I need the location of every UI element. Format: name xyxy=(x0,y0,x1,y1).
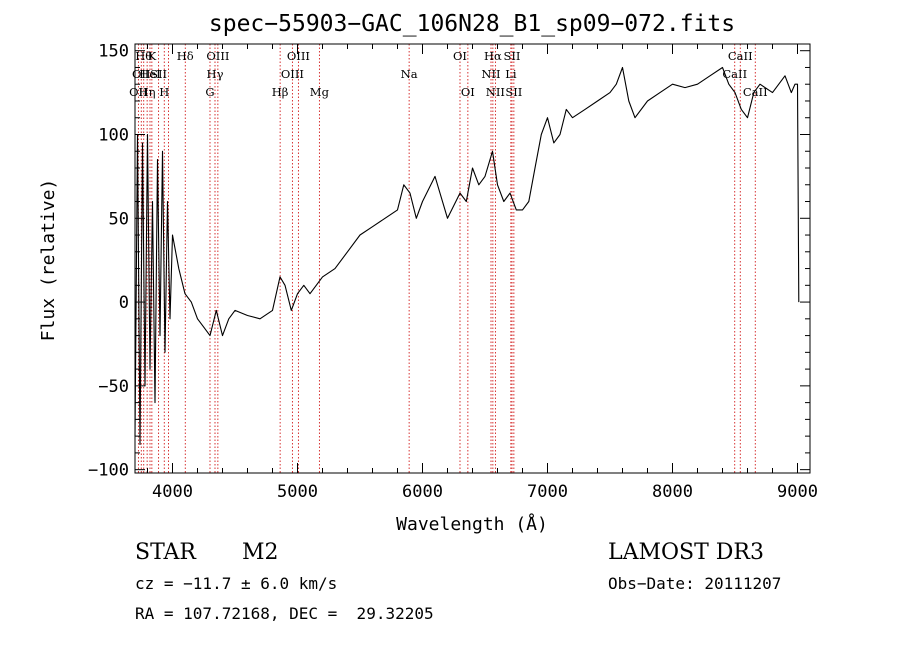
line-marker-label: Hη xyxy=(139,85,156,99)
line-marker-label: Hγ xyxy=(207,67,224,81)
line-marker-label: G xyxy=(205,85,214,99)
observation-date: Obs−Date: 20111207 xyxy=(608,574,782,593)
line-marker-label: SII xyxy=(505,85,522,99)
line-marker-label: NII xyxy=(486,85,505,99)
coordinates-readout: RA = 107.72168, DEC = 29.32205 xyxy=(135,604,434,623)
line-marker-labels: OII OII Hθ Hη HeI K SII H Hδ G Hγ OIII Hβ OIII OIII Mg N… xyxy=(129,49,768,99)
plot-frame xyxy=(134,43,811,474)
y-tick-label: −100 xyxy=(88,461,129,481)
y-tick-label: 100 xyxy=(98,125,129,145)
line-marker-label: OI xyxy=(461,85,475,99)
line-marker-label: OII xyxy=(132,67,151,81)
x-tick-label: 7000 xyxy=(527,482,568,502)
y-tick-label: 50 xyxy=(109,209,129,229)
line-marker-label: Na xyxy=(401,67,418,81)
y-tick-label: 150 xyxy=(98,42,129,62)
line-marker-label: Mg xyxy=(310,85,330,99)
line-marker-label: CaII xyxy=(743,85,768,99)
line-marker-label: Hα xyxy=(484,49,502,63)
object-subclass: M2 xyxy=(242,540,279,565)
line-marker-label: Li xyxy=(505,67,517,81)
redshift-readout: cz = −11.7 ± 6.0 km/s xyxy=(135,574,338,593)
x-tick-label: 5000 xyxy=(277,482,318,502)
x-tick-label: 9000 xyxy=(777,482,818,502)
x-tick-label: 6000 xyxy=(402,482,443,502)
line-marker-label: OIII xyxy=(281,67,304,81)
line-marker-label: NII xyxy=(481,67,500,81)
line-marker-label: Hδ xyxy=(177,49,194,63)
line-marker-label: SII xyxy=(150,67,167,81)
line-marker-label: OIII xyxy=(206,49,229,63)
chart-title: spec−55903−GAC_106N28_B1_sp09−072.fits xyxy=(209,11,735,37)
line-marker-lines xyxy=(137,44,756,473)
x-tick-label: 8000 xyxy=(652,482,693,502)
spectrum-series xyxy=(134,66,800,446)
line-marker-label: OII xyxy=(129,85,148,99)
x-axis-ticks: 4000 5000 6000 7000 8000 9000 xyxy=(147,44,818,502)
y-axis-label: Flux (relative) xyxy=(38,179,59,342)
line-marker-label: H xyxy=(159,85,169,99)
line-marker-label: OI xyxy=(453,49,467,63)
survey-name: LAMOST DR3 xyxy=(608,540,764,565)
line-marker-label: SII xyxy=(504,49,521,63)
line-marker-label: CaII xyxy=(722,67,747,81)
line-marker-label: K xyxy=(148,49,157,63)
y-tick-label: 0 xyxy=(119,293,129,313)
y-axis-ticks: −100 −50 0 50 100 150 xyxy=(88,42,810,481)
y-tick-label: −50 xyxy=(98,377,129,397)
object-class: STAR xyxy=(135,540,196,565)
line-marker-label: Hβ xyxy=(272,85,289,99)
line-marker-label: HeI xyxy=(139,67,160,81)
line-marker-label: Hθ xyxy=(135,49,152,63)
spectrum-line-0 xyxy=(134,66,800,446)
x-tick-label: 4000 xyxy=(152,482,193,502)
line-marker-label: CaII xyxy=(728,49,753,63)
line-marker-label: OIII xyxy=(287,49,310,63)
x-axis-label: Wavelength (Å) xyxy=(396,513,548,535)
